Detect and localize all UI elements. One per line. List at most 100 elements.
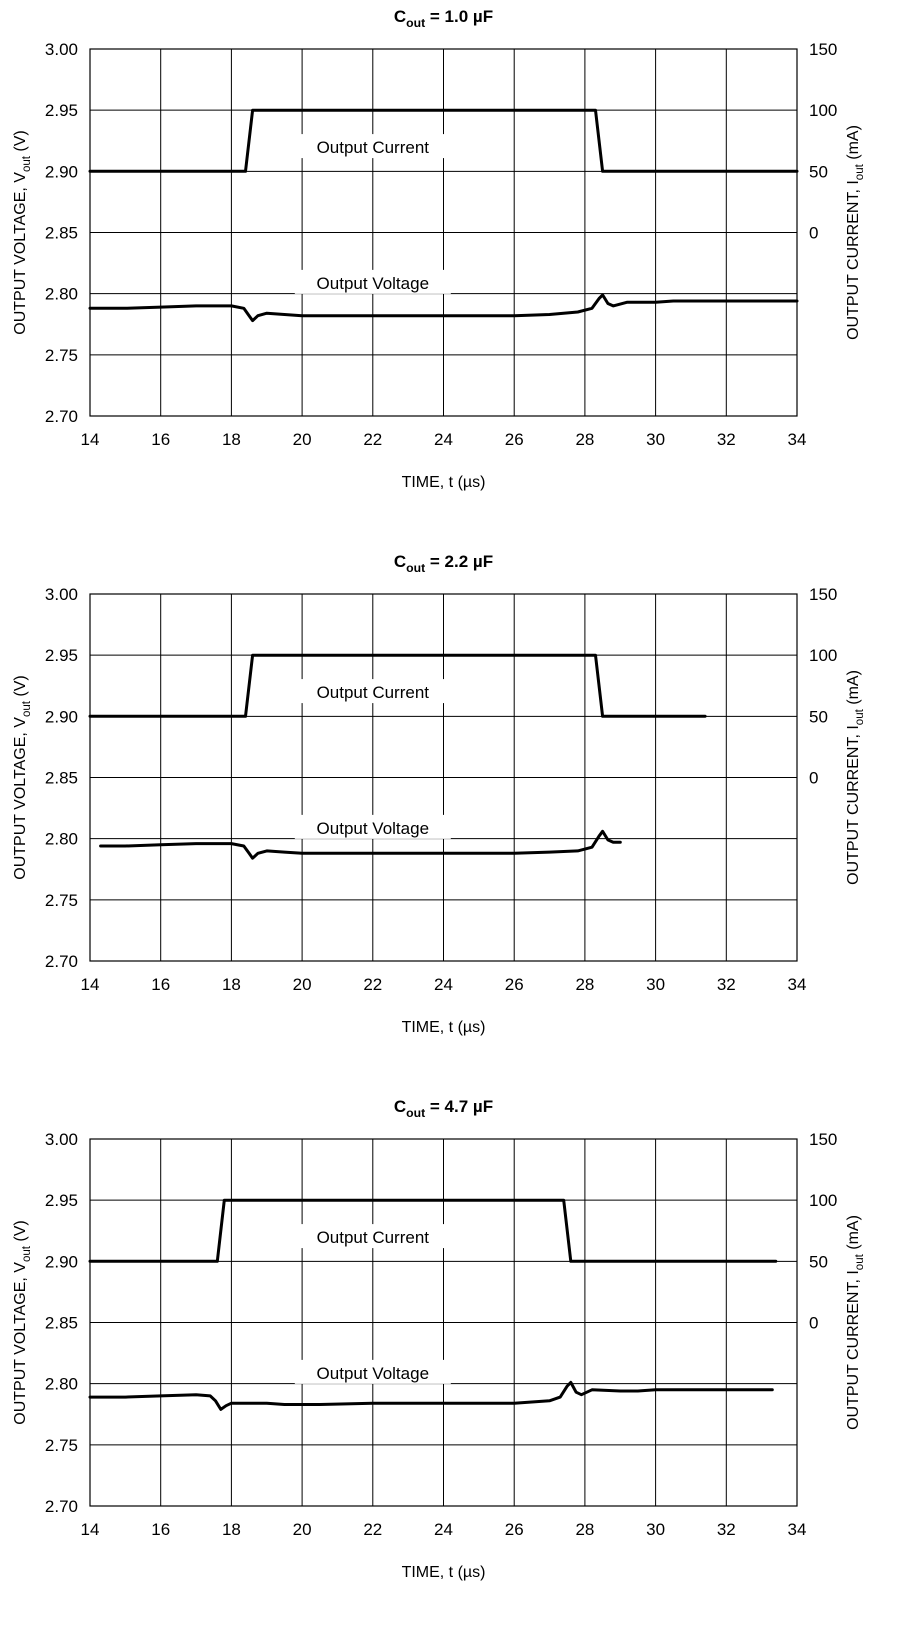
x-tick-label: 24: [434, 975, 453, 994]
y-right-tick-label: 50: [809, 162, 828, 181]
output-current-label: Output Current: [317, 138, 430, 157]
x-tick-label: 22: [363, 430, 382, 449]
y-left-tick-label: 3.00: [45, 1130, 78, 1149]
output-current-label: Output Current: [317, 1228, 430, 1247]
x-tick-label: 28: [575, 430, 594, 449]
x-tick-label: 26: [505, 1520, 524, 1539]
y-right-tick-label: 0: [809, 224, 818, 243]
chart-title: Cout = 4.7 µF: [394, 1097, 493, 1120]
output-voltage-label-bg: [294, 269, 451, 294]
output-voltage-trace: [99, 829, 622, 860]
chart-panel-3: 14 16 18 20 22 24 26 28 30 32 34 2.70 2.75 2.80 2.85 2.…: [12, 1097, 866, 1581]
y-right-axis-label: OUTPUT CURRENT, Iout (mA): [845, 125, 866, 340]
y-left-axis-label: OUTPUT VOLTAGE, Vout (V): [12, 130, 33, 335]
plot-frame: [89, 1138, 798, 1507]
y-left-tick-label: 2.75: [45, 891, 78, 910]
plot-frame: [89, 48, 798, 417]
x-tick-label: 24: [434, 430, 453, 449]
y-left-tick-label: 2.70: [45, 1497, 78, 1516]
y-right-tick-label: 100: [809, 1191, 837, 1210]
y-right-tick-label: 100: [809, 101, 837, 120]
chart-panel-1: 14 16 18 20 22 24 26 28 30 32 34 2.70 2.75 2.80 2.85 2.…: [12, 7, 866, 491]
x-tick-label: 20: [293, 430, 312, 449]
y-left-tick-label: 2.80: [45, 1375, 78, 1394]
x-tick-label: 28: [575, 975, 594, 994]
output-current-label: Output Current: [317, 683, 430, 702]
y-left-tick-label: 2.85: [45, 224, 78, 243]
y-left-tick-label: 2.75: [45, 1436, 78, 1455]
output-voltage-label-bg: [294, 814, 451, 839]
y-left-tick-label: 2.85: [45, 769, 78, 788]
y-left-tick-label: 2.80: [45, 830, 78, 849]
y-left-tick-label: 2.95: [45, 1191, 78, 1210]
y-right-tick-label: 0: [809, 1314, 818, 1333]
output-voltage-label: Output Voltage: [317, 1364, 429, 1383]
x-tick-label: 30: [646, 430, 665, 449]
chart-title: Cout = 1.0 µF: [394, 7, 493, 30]
y-right-tick-label: 150: [809, 40, 837, 59]
chart-panel-2: 14 16 18 20 22 24 26 28 30 32 34 2.70 2.75 2.80 2.85 2.…: [12, 552, 866, 1036]
x-tick-label: 34: [788, 1520, 807, 1539]
output-current-label-bg: [294, 1224, 451, 1249]
x-tick-label: 32: [717, 1520, 736, 1539]
output-voltage-label-bg: [294, 1359, 451, 1384]
y-left-tick-label: 2.90: [45, 162, 78, 181]
x-tick-label: 34: [788, 975, 807, 994]
output-voltage-trace: [88, 293, 799, 323]
y-right-tick-label: 0: [809, 769, 818, 788]
x-axis-label: TIME, t (µs): [402, 1019, 486, 1036]
x-tick-label: 16: [151, 975, 170, 994]
x-tick-label: 30: [646, 975, 665, 994]
y-left-tick-label: 2.95: [45, 646, 78, 665]
x-tick-label: 32: [717, 975, 736, 994]
x-tick-label: 20: [293, 975, 312, 994]
x-tick-label: 26: [505, 975, 524, 994]
y-left-tick-label: 3.00: [45, 585, 78, 604]
y-right-tick-label: 150: [809, 1130, 837, 1149]
output-current-trace: [88, 653, 707, 718]
y-left-axis-label: OUTPUT VOLTAGE, Vout (V): [12, 675, 33, 880]
chart-title: Cout = 2.2 µF: [394, 552, 493, 575]
y-left-tick-label: 2.80: [45, 285, 78, 304]
x-tick-label: 18: [222, 1520, 241, 1539]
x-axis-label: TIME, t (µs): [402, 474, 486, 491]
x-tick-label: 34: [788, 430, 807, 449]
y-left-tick-label: 2.90: [45, 1252, 78, 1271]
x-tick-label: 28: [575, 1520, 594, 1539]
y-right-tick-label: 150: [809, 585, 837, 604]
output-voltage-trace: [88, 1380, 774, 1411]
x-tick-label: 26: [505, 430, 524, 449]
x-tick-label: 16: [151, 1520, 170, 1539]
y-left-tick-label: 2.70: [45, 952, 78, 971]
x-tick-label: 22: [363, 1520, 382, 1539]
x-tick-label: 18: [222, 975, 241, 994]
y-left-tick-label: 2.85: [45, 1314, 78, 1333]
y-left-tick-label: 2.75: [45, 346, 78, 365]
output-current-trace: [88, 108, 799, 173]
output-current-label-bg: [294, 679, 451, 704]
y-right-tick-label: 100: [809, 646, 837, 665]
x-tick-label: 18: [222, 430, 241, 449]
output-current-trace: [88, 1198, 778, 1263]
y-right-tick-label: 50: [809, 707, 828, 726]
output-voltage-label: Output Voltage: [317, 819, 429, 838]
x-tick-label: 24: [434, 1520, 453, 1539]
y-left-tick-label: 2.90: [45, 707, 78, 726]
x-tick-label: 22: [363, 975, 382, 994]
x-tick-label: 14: [81, 1520, 100, 1539]
y-left-tick-label: 2.95: [45, 101, 78, 120]
x-axis-label: TIME, t (µs): [402, 1564, 486, 1581]
y-left-axis-label: OUTPUT VOLTAGE, Vout (V): [12, 1220, 33, 1425]
x-tick-label: 30: [646, 1520, 665, 1539]
y-right-axis-label: OUTPUT CURRENT, Iout (mA): [845, 670, 866, 885]
output-current-label-bg: [294, 134, 451, 159]
x-tick-label: 16: [151, 430, 170, 449]
y-left-tick-label: 2.70: [45, 407, 78, 426]
plot-frame: [89, 593, 798, 962]
y-right-tick-label: 50: [809, 1252, 828, 1271]
y-left-tick-label: 3.00: [45, 40, 78, 59]
output-voltage-label: Output Voltage: [317, 274, 429, 293]
x-tick-label: 14: [81, 975, 100, 994]
x-tick-label: 14: [81, 430, 100, 449]
